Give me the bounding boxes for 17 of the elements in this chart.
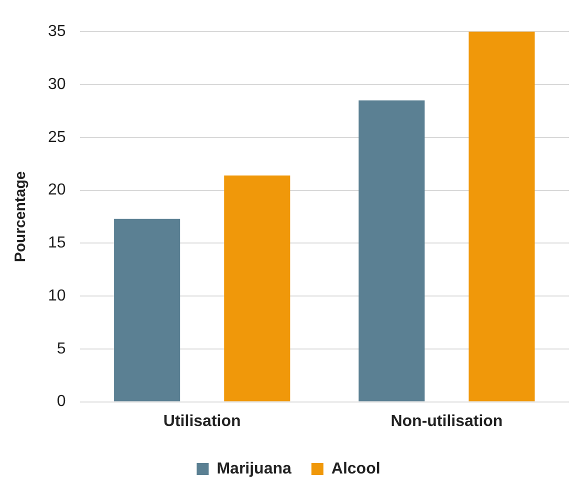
bar	[224, 175, 290, 402]
bar	[468, 32, 535, 402]
y-tick-label: 30	[48, 76, 66, 93]
legend-label: Alcool	[331, 460, 380, 478]
bar	[114, 218, 180, 402]
bar	[358, 100, 425, 402]
x-tick-label: Utilisation	[163, 412, 241, 430]
y-tick-label: 10	[48, 287, 66, 304]
y-tick-label: 0	[56, 393, 66, 410]
x-tick-label: Non-utilisation	[390, 412, 503, 430]
legend-label: Marijuana	[216, 460, 292, 478]
y-tick-label: 15	[48, 234, 66, 252]
y-tick-label: 35	[48, 23, 66, 40]
y-tick-label: 5	[56, 340, 66, 358]
y-tick-label: 25	[48, 128, 66, 146]
y-tick-label: 20	[48, 182, 66, 199]
y-axis-title: Pourcentage	[12, 171, 30, 262]
